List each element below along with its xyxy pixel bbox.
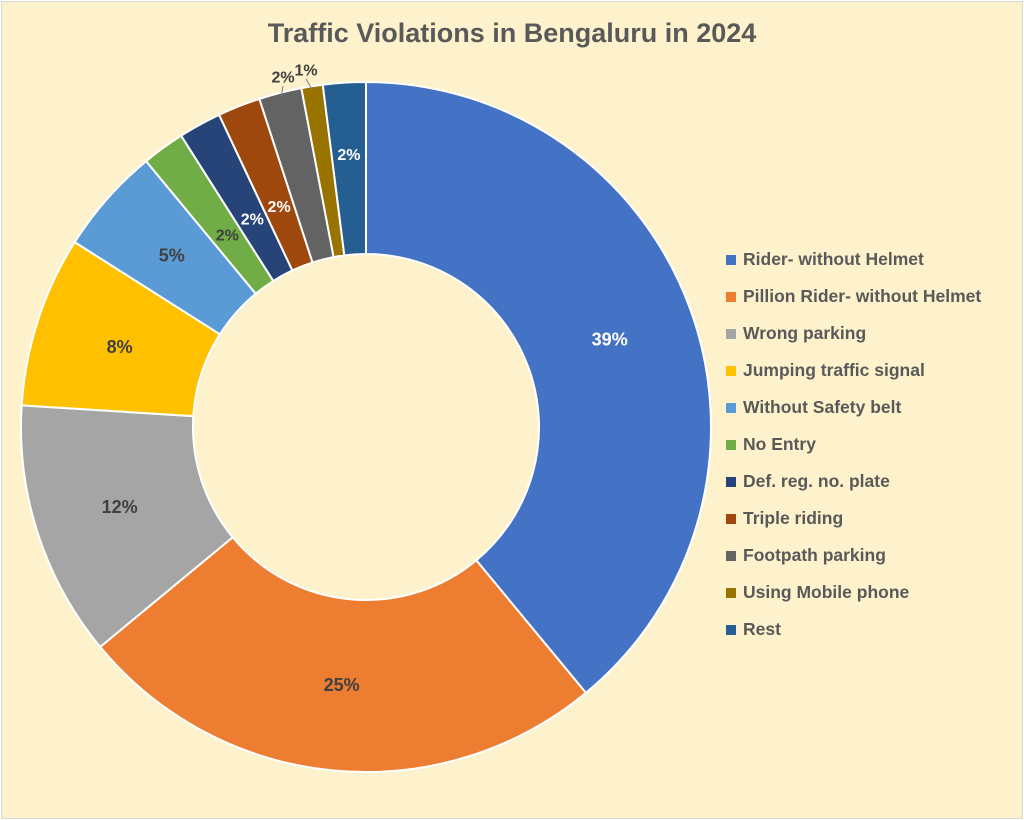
data-label-pillion-rider-without-helmet: 25%	[324, 675, 360, 695]
slice-rider-without-helmet	[365, 80, 712, 695]
legend-item-pillion-rider-without-helmet: Pillion Rider- without Helmet	[726, 278, 981, 315]
slice-wrong-parking	[20, 404, 235, 649]
data-label-triple-riding: 2%	[268, 199, 291, 216]
slice-pillion-rider-without-helmet	[98, 535, 588, 773]
chart-title: Traffic Violations in Bengaluru in 2024	[267, 18, 757, 48]
legend-label: Pillion Rider- without Helmet	[743, 286, 982, 306]
data-label-jumping-traffic-signal: 8%	[107, 337, 133, 357]
leader-line-footpath-parking	[280, 85, 284, 97]
data-label-footpath-parking: 2%	[271, 70, 294, 87]
slice-rest	[321, 80, 367, 257]
legend-label: Using Mobile phone	[743, 582, 910, 602]
legend-item-rider-without-helmet: Rider- without Helmet	[726, 241, 981, 278]
legend-label: Without Safety belt	[743, 397, 902, 417]
legend-item-rest: Rest	[726, 611, 981, 648]
legend-swatch	[726, 513, 736, 524]
legend-swatch	[726, 587, 736, 598]
legend-item-triple-riding: Triple riding	[726, 500, 981, 537]
legend-item-def-reg-no-plate: Def. reg. no. plate	[726, 463, 981, 500]
legend-swatch	[726, 439, 736, 450]
legend-label: Wrong parking	[743, 323, 867, 343]
legend-item-using-mobile-phone: Using Mobile phone	[726, 574, 981, 611]
data-label-without-safety-belt: 5%	[159, 246, 185, 266]
legend-label: Def. reg. no. plate	[743, 471, 890, 491]
legend: Rider- without Helmet Pillion Rider- with…	[726, 241, 981, 648]
legend-item-without-safety-belt: Without Safety belt	[726, 389, 981, 426]
legend-item-jumping-traffic-signal: Jumping traffic signal	[726, 352, 981, 389]
data-label-using-mobile-phone: 1%	[294, 63, 317, 80]
legend-swatch	[726, 328, 736, 339]
legend-label: No Entry	[743, 434, 816, 454]
legend-label: Jumping traffic signal	[743, 360, 925, 380]
legend-label: Rider- without Helmet	[743, 249, 924, 269]
data-label-rider-without-helmet: 39%	[592, 329, 628, 349]
legend-swatch	[726, 550, 736, 561]
leader-line-using-mobile-phone	[305, 78, 314, 91]
data-label-def-reg-no-plate: 2%	[241, 212, 264, 229]
data-label-wrong-parking: 12%	[102, 497, 138, 517]
legend-swatch	[726, 291, 736, 302]
data-label-no-entry: 2%	[216, 228, 239, 245]
legend-label: Rest	[743, 619, 781, 639]
legend-item-no-entry: No Entry	[726, 426, 981, 463]
legend-label: Triple riding	[743, 508, 844, 528]
legend-item-footpath-parking: Footpath parking	[726, 537, 981, 574]
legend-swatch	[726, 624, 736, 635]
legend-swatch	[726, 402, 736, 413]
data-label-rest: 2%	[337, 147, 360, 164]
legend-swatch	[726, 476, 736, 487]
legend-swatch	[726, 254, 736, 265]
legend-swatch	[726, 365, 736, 376]
legend-label: Footpath parking	[743, 545, 886, 565]
legend-item-wrong-parking: Wrong parking	[726, 315, 981, 352]
